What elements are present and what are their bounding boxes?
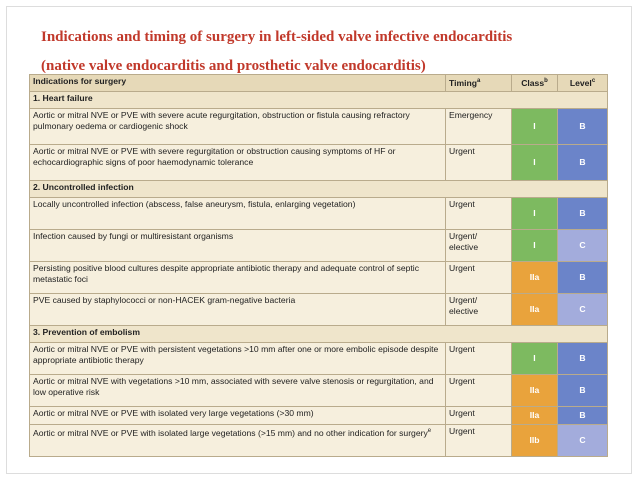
level: B [557, 374, 608, 407]
indication-text: Aortic or mitral NVE or PVE with isolate… [33, 408, 314, 418]
row: Aortic or mitral NVE with vegetations >1… [29, 374, 608, 407]
class: I [511, 342, 558, 375]
indication-text: Aortic or mitral NVE or PVE with severe … [33, 146, 396, 167]
header-text: Level [569, 77, 592, 88]
title: Indications and timing of surgery in lef… [41, 29, 513, 45]
class: IIa [511, 293, 558, 326]
row: Aortic or mitral NVE or PVE with severe … [29, 108, 608, 145]
indication-text: Aortic or mitral NVE or PVE with isolate… [33, 427, 428, 438]
row: Persisting positive blood cultures despi… [29, 261, 608, 294]
header-text: Class [521, 77, 545, 88]
header-cell: Classb [511, 74, 558, 92]
header-text: Timing [449, 77, 478, 88]
class: I [511, 197, 558, 230]
level: B [557, 342, 608, 375]
class: IIa [511, 374, 558, 407]
level: B [557, 261, 608, 294]
row: Infection caused by fungi or multiresist… [29, 229, 608, 262]
class: I [511, 229, 558, 262]
level: C [557, 229, 608, 262]
indication: Aortic or mitral NVE or PVE with isolate… [29, 424, 446, 457]
header-cell: Timinga [445, 74, 512, 92]
timing: Urgent [445, 342, 512, 375]
indication: Infection caused by fungi or multiresist… [29, 229, 446, 262]
indication: Aortic or mitral NVE or PVE with severe … [29, 144, 446, 181]
row: Aortic or mitral NVE or PVE with severe … [29, 144, 608, 181]
indication-text: Locally uncontrolled infection (abscess,… [33, 199, 356, 209]
row: Aortic or mitral NVE or PVE with isolate… [29, 424, 608, 457]
class: I [511, 108, 558, 145]
header-cell: Levelc [557, 74, 608, 92]
level: C [557, 424, 608, 457]
title: (native valve endocarditis and prostheti… [41, 58, 426, 74]
timing: Urgent [445, 261, 512, 294]
timing: Urgent [445, 424, 512, 457]
section-row: 2. Uncontrolled infection [29, 180, 608, 198]
section-row: 3. Prevention of embolism [29, 325, 608, 343]
indication: Aortic or mitral NVE or PVE with persist… [29, 342, 446, 375]
section-row: 1. Heart failure [29, 91, 608, 109]
indication-text: Aortic or mitral NVE or PVE with severe … [33, 110, 410, 131]
row: PVE caused by staphylococci or non-HACEK… [29, 293, 608, 326]
indication: Locally uncontrolled infection (abscess,… [29, 197, 446, 230]
section-title: 2. Uncontrolled infection [29, 180, 608, 198]
indication: PVE caused by staphylococci or non-HACEK… [29, 293, 446, 326]
level: B [557, 197, 608, 230]
class: IIa [511, 406, 558, 425]
header-sup: a [477, 78, 481, 84]
indication: Aortic or mitral NVE or PVE with isolate… [29, 406, 446, 425]
row: Locally uncontrolled infection (abscess,… [29, 197, 608, 230]
footnote-mark: e [427, 428, 432, 434]
slide: Indications and timing of surgery in lef… [6, 6, 632, 474]
indication: Aortic or mitral NVE or PVE with severe … [29, 108, 446, 145]
class: IIa [511, 261, 558, 294]
header-text: Indications for surgery [33, 76, 127, 86]
timing: Urgent/ elective [445, 229, 512, 262]
level: B [557, 406, 608, 425]
indication-text: PVE caused by staphylococci or non-HACEK… [33, 295, 296, 305]
row: Aortic or mitral NVE or PVE with isolate… [29, 406, 608, 425]
table: Indications for surgery Timinga Classb Leve… [29, 74, 608, 457]
section-title: 1. Heart failure [29, 91, 608, 109]
timing: Urgent [445, 374, 512, 407]
header-cell: Indications for surgery [29, 74, 446, 92]
section-title: 3. Prevention of embolism [29, 325, 608, 343]
timing: Urgent [445, 197, 512, 230]
timing: Urgent [445, 406, 512, 425]
header-sup: c [591, 78, 596, 84]
indication: Aortic or mitral NVE with vegetations >1… [29, 374, 446, 407]
class: IIb [511, 424, 558, 457]
level: B [557, 108, 608, 145]
class: I [511, 144, 558, 181]
indication-text: Aortic or mitral NVE with vegetations >1… [33, 376, 434, 397]
level: C [557, 293, 608, 326]
header-row: Indications for surgery Timinga Classb Leve… [29, 74, 608, 92]
indication-text: Infection caused by fungi or multiresist… [33, 231, 234, 241]
indication: Persisting positive blood cultures despi… [29, 261, 446, 294]
header-sup: b [544, 78, 548, 84]
indication-text: Aortic or mitral NVE or PVE with persist… [33, 344, 439, 365]
indication-text: Persisting positive blood cultures despi… [33, 263, 420, 284]
row: Aortic or mitral NVE or PVE with persist… [29, 342, 608, 375]
timing: Urgent/ elective [445, 293, 512, 326]
level: B [557, 144, 608, 181]
timing: Urgent [445, 144, 512, 181]
timing: Emergency [445, 108, 512, 145]
